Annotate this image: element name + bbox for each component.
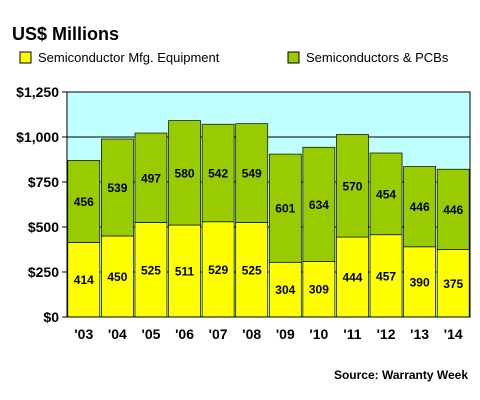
x-tick-label: '10 xyxy=(309,326,328,342)
bar-segment-equipment xyxy=(336,236,369,318)
data-label: 525 xyxy=(141,263,161,277)
y-tick-label: $250 xyxy=(28,264,59,280)
bar-segment-semiconductors xyxy=(403,166,436,248)
x-tick-label: '03 xyxy=(74,326,93,342)
bar-segment-semiconductors xyxy=(101,138,134,237)
chart-title: US$ Millions xyxy=(12,24,119,44)
y-tick-label: $1,250 xyxy=(16,84,59,100)
bars: 414 456 450 539 525 497 511 580 529 542 525 549 304 6… xyxy=(67,120,470,318)
bar-segment-semiconductors xyxy=(336,134,369,238)
legend-swatch xyxy=(287,51,300,64)
data-label: 542 xyxy=(208,167,228,181)
x-tick-label: '08 xyxy=(242,326,261,342)
bar-segment-equipment xyxy=(235,222,269,318)
x-tick-label: '07 xyxy=(209,326,228,342)
y-tick-label: $500 xyxy=(28,219,59,235)
data-label: 456 xyxy=(74,195,94,209)
bar-segment-semiconductors xyxy=(235,123,269,223)
x-tick-label: '06 xyxy=(175,326,194,342)
legend-swatch xyxy=(19,51,32,64)
data-label: 390 xyxy=(410,275,430,289)
data-label: 304 xyxy=(275,283,295,297)
x-axis-ticks: '03 '04 '05 '06 '07 '08 '09 '10 '11 '12 '13 '14 xyxy=(74,326,463,342)
legend-label: Semiconductors & PCBs xyxy=(306,50,449,65)
y-tick-label: $0 xyxy=(43,309,59,325)
data-label: 511 xyxy=(175,265,195,279)
bar-segment-semiconductors xyxy=(201,123,235,223)
bar-segment-semiconductors xyxy=(268,153,302,263)
bar-segment-equipment xyxy=(201,221,235,318)
data-label: 601 xyxy=(275,202,295,216)
x-tick-label: '05 xyxy=(142,326,161,342)
y-tick-label: $1,000 xyxy=(16,129,59,145)
x-tick-label: '09 xyxy=(276,326,295,342)
bar-segment-semiconductors xyxy=(369,152,403,236)
bar-segment-equipment xyxy=(369,234,403,318)
x-tick-label: '11 xyxy=(343,326,361,342)
data-label: 457 xyxy=(376,269,396,283)
data-label: 634 xyxy=(309,198,329,212)
data-label: 580 xyxy=(175,166,195,180)
x-tick-label: '13 xyxy=(410,326,429,342)
y-axis-ticks: $0 $250 $500 $750 $1,000 $1,250 xyxy=(16,84,59,325)
data-label: 454 xyxy=(376,187,396,201)
data-label: 450 xyxy=(107,270,127,284)
data-label: 446 xyxy=(443,203,463,217)
bar-segment-equipment xyxy=(67,242,101,318)
bar-segment-semiconductors xyxy=(168,120,201,226)
source-note: Source: Warranty Week xyxy=(334,368,468,382)
data-label: 539 xyxy=(107,181,127,195)
bar-segment-equipment xyxy=(168,224,201,318)
x-tick-label: '04 xyxy=(108,326,127,342)
bar-segment-equipment xyxy=(268,261,302,318)
x-tick-label: '14 xyxy=(444,326,463,342)
data-label: 525 xyxy=(242,263,262,277)
plot-area xyxy=(67,92,470,317)
data-label: 414 xyxy=(74,273,94,287)
data-label: 446 xyxy=(410,200,430,214)
plot-frame xyxy=(66,91,471,318)
bar-segment-semiconductors xyxy=(302,146,336,262)
axes xyxy=(66,91,471,318)
y-tick-label: $750 xyxy=(28,174,59,190)
data-label: 497 xyxy=(141,171,161,185)
bar-segment-semiconductors xyxy=(134,132,168,223)
data-label: 375 xyxy=(443,277,463,291)
data-label: 444 xyxy=(342,271,362,285)
legend-label: Semiconductor Mfg. Equipment xyxy=(38,50,220,65)
bar-segment-equipment xyxy=(436,249,470,318)
data-label: 529 xyxy=(208,263,228,277)
legend: Semiconductor Mfg. Equipment Semiconducto… xyxy=(19,50,449,65)
bar-segment-semiconductors xyxy=(436,168,470,250)
data-label: 309 xyxy=(309,283,329,297)
bar-segment-equipment xyxy=(134,222,168,318)
data-label: 549 xyxy=(242,167,262,181)
bar-segment-semiconductors xyxy=(67,160,101,243)
data-label: 570 xyxy=(342,179,362,193)
x-tick-label: '12 xyxy=(377,326,396,342)
